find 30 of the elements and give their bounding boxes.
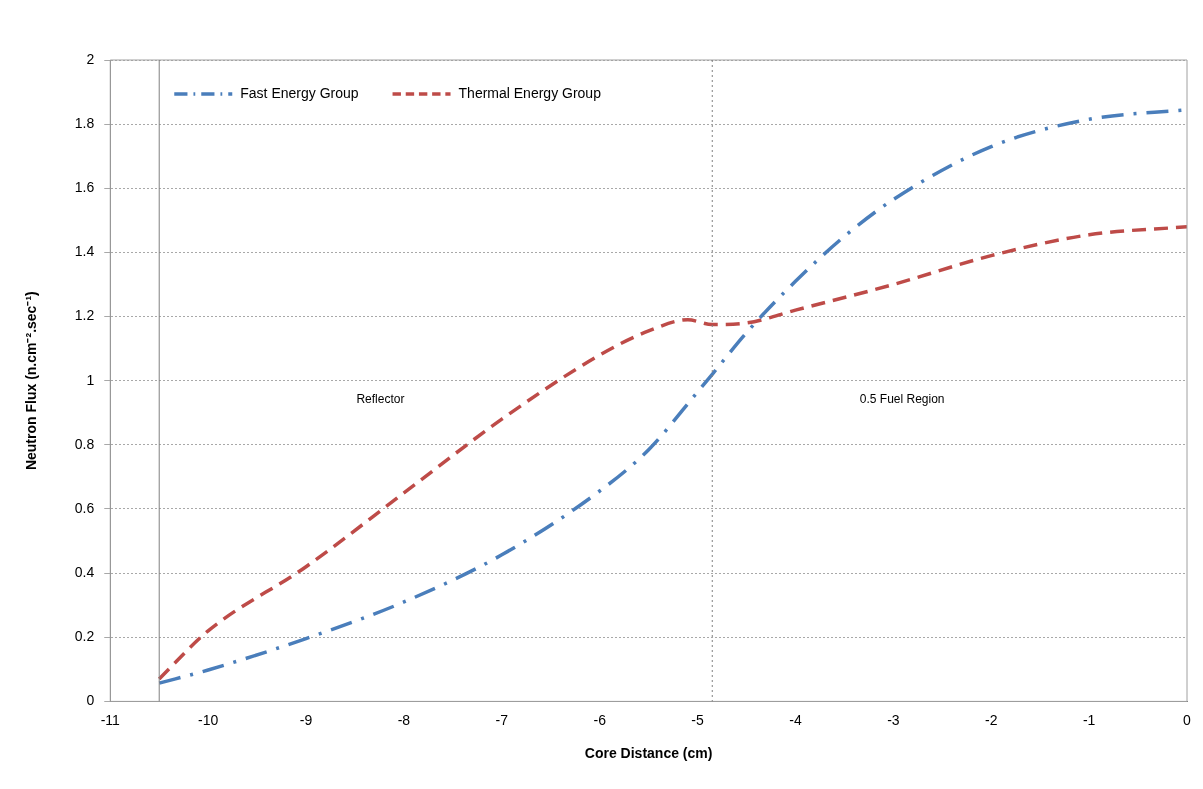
x-tick-label: -6: [593, 711, 607, 728]
x-tick-label: -2: [985, 711, 998, 728]
y-tick-label: 1: [86, 371, 95, 388]
y-tick-label: 1.2: [74, 307, 95, 324]
y-tick-label: 1.8: [74, 115, 95, 131]
x-tick-label: 0: [1183, 711, 1192, 728]
y-axis-title: Neutron Flux (n.cm⁻².sec⁻¹): [23, 291, 40, 471]
y-tick-label: 2: [86, 50, 95, 67]
line-series: [157, 225, 1187, 681]
legend-label: Thermal Energy Group: [458, 84, 602, 101]
legend-label: Fast Energy Group: [240, 84, 359, 101]
x-tick-label: -10: [198, 711, 219, 728]
x-tick-label: -5: [691, 711, 705, 728]
annotation: Reflector: [356, 392, 405, 407]
x-axis-title: Core Distance (cm): [584, 745, 713, 762]
y-tick-label: 0.6: [74, 499, 95, 516]
x-tick-label: -8: [397, 711, 411, 728]
x-tick-label: -3: [887, 711, 900, 728]
x-tick-label: -11: [100, 711, 121, 728]
y-tick-label: 1.6: [74, 179, 95, 196]
y-tick-label: 0.8: [74, 435, 95, 452]
y-tick-label: 0: [86, 692, 95, 709]
y-tick-label: 0.4: [74, 563, 95, 580]
annotation: 0.5 Fuel Region: [859, 392, 945, 407]
y-tick-label: 1.4: [74, 243, 95, 260]
x-tick-label: -9: [299, 711, 313, 728]
y-tick-label: 0.2: [74, 628, 95, 645]
x-tick-label: -1: [1082, 711, 1096, 728]
x-tick-label: -7: [495, 711, 509, 728]
x-tick-label: -4: [789, 711, 802, 728]
